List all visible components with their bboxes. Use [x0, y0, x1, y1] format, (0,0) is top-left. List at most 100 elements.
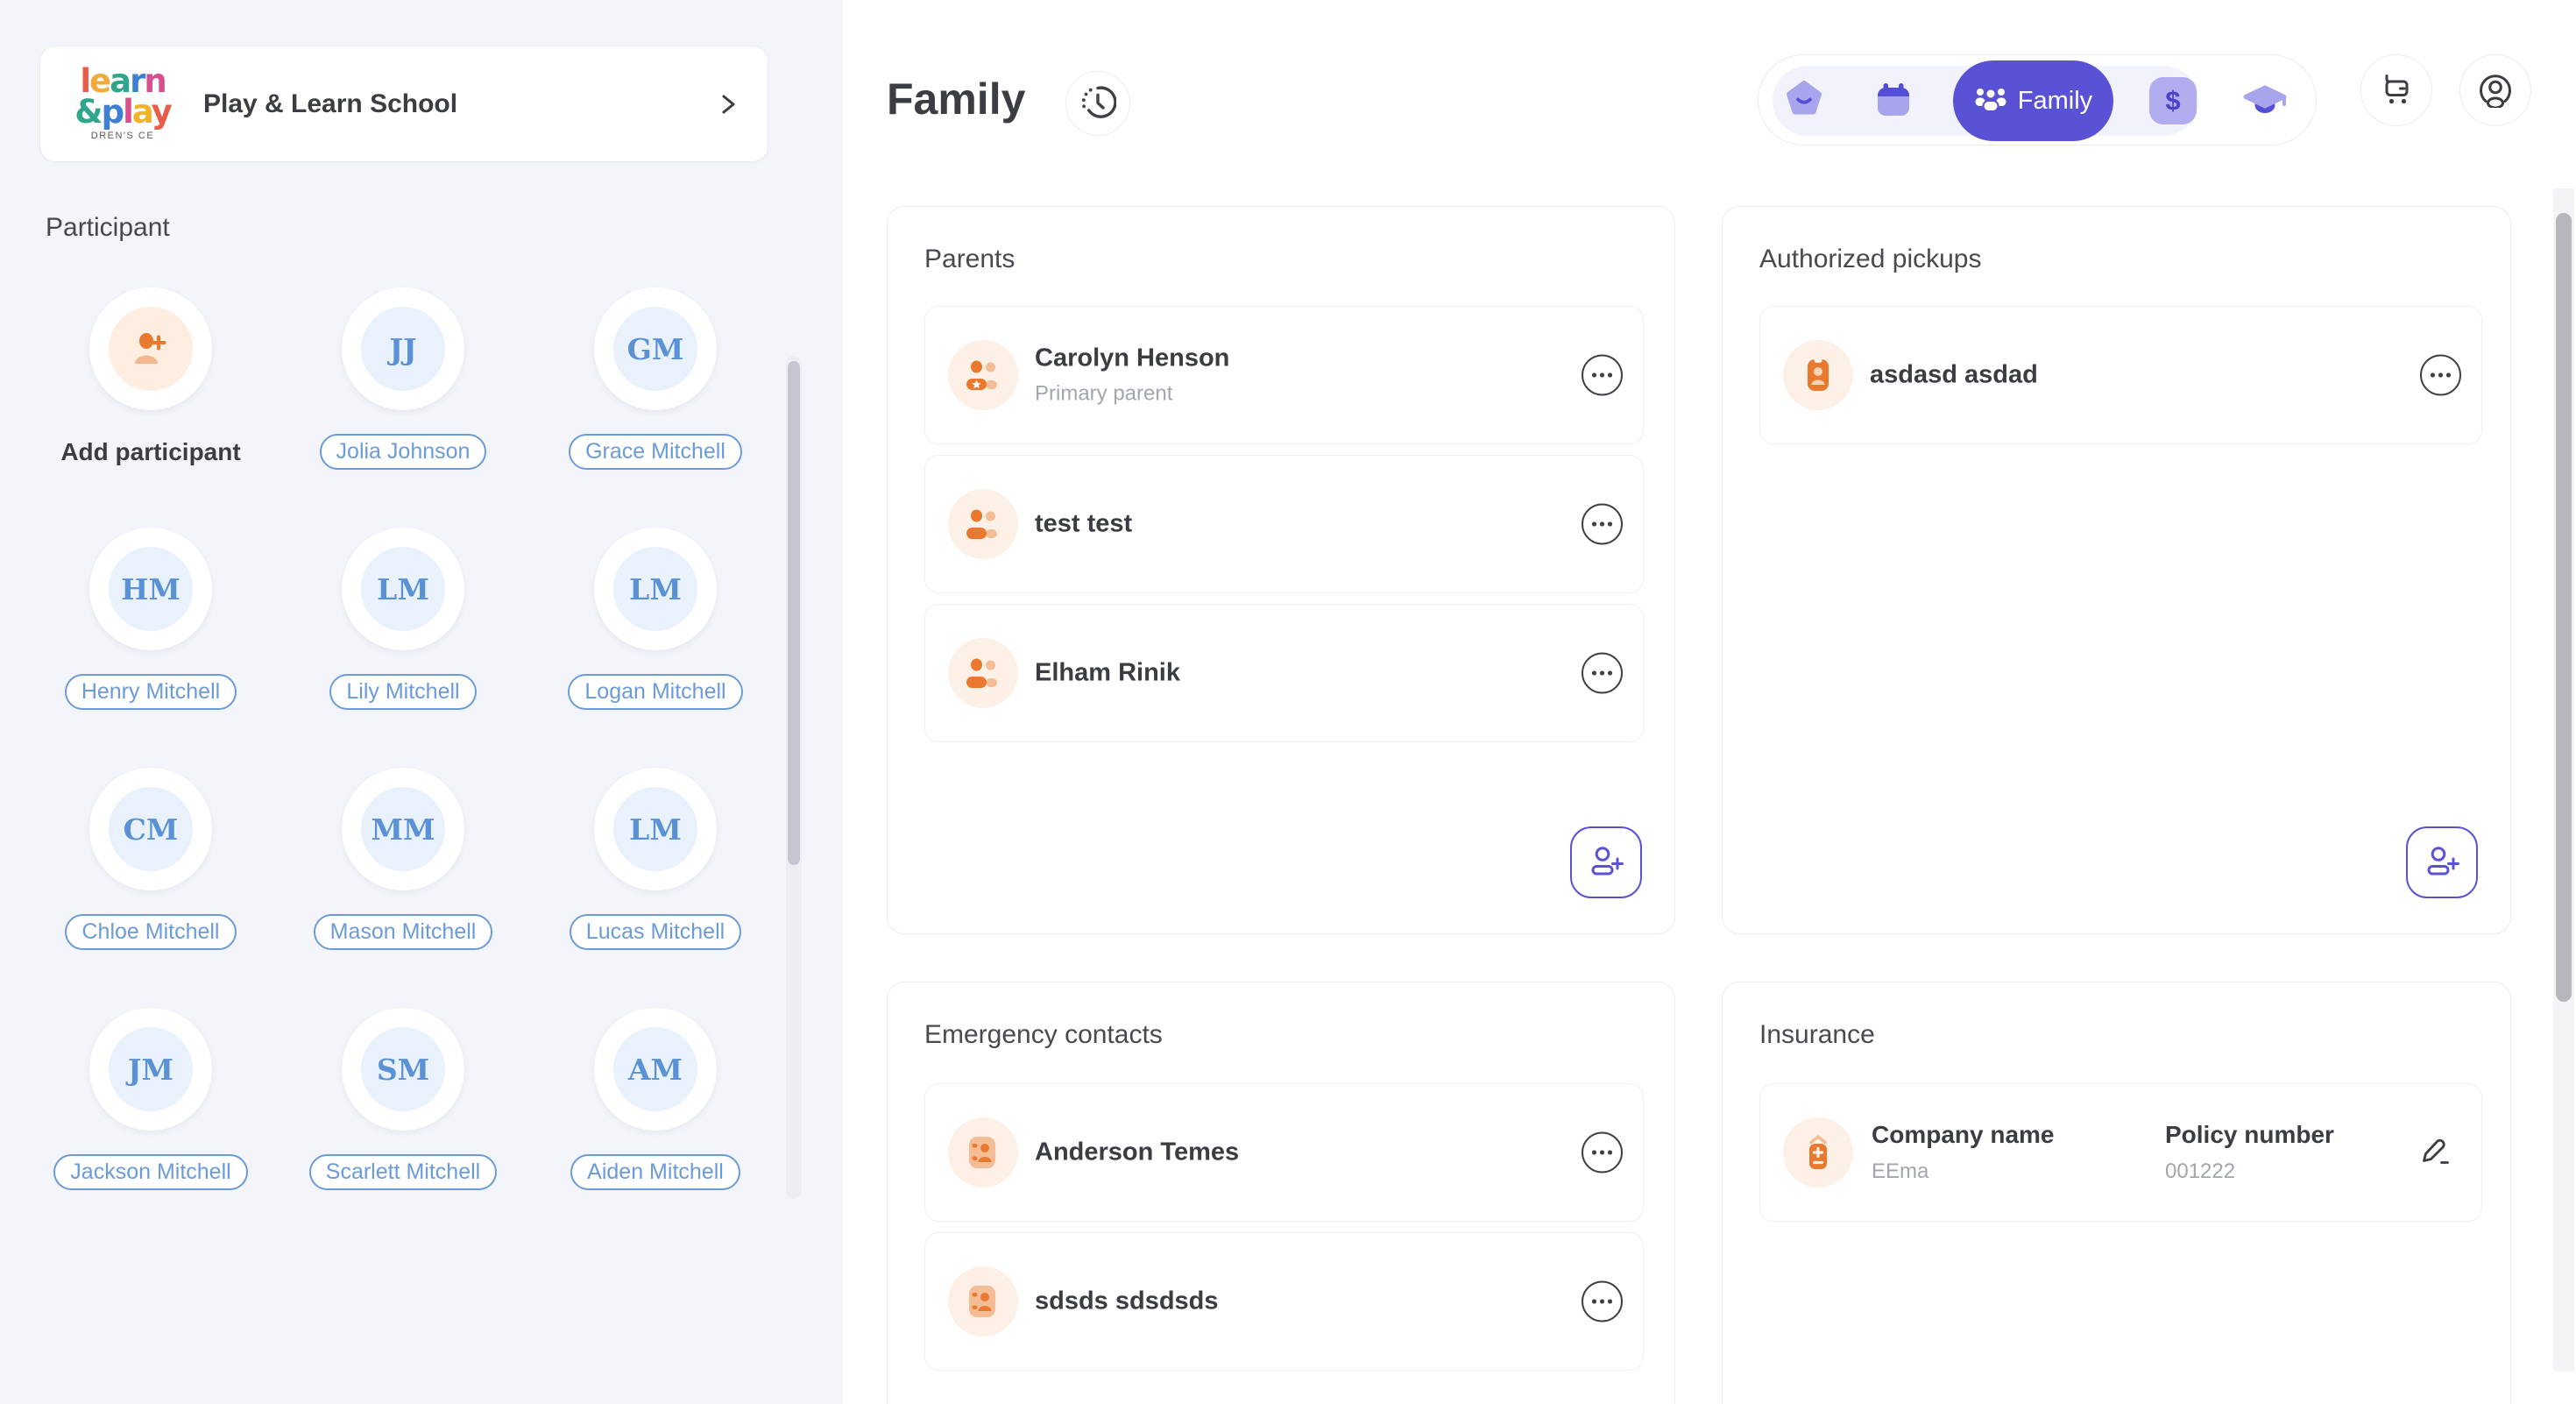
contact-card-icon: [948, 1266, 1018, 1337]
add-pickup-button[interactable]: [2406, 826, 2478, 898]
dollar-icon: $: [2165, 85, 2181, 116]
pickups-card-title: Authorized pickups: [1759, 245, 1982, 273]
avatar-initials: AM: [627, 1052, 683, 1087]
policy-number-label: Policy number: [2165, 1121, 2334, 1148]
row-menu-button[interactable]: [2420, 354, 2461, 396]
home-icon: [1785, 80, 1823, 122]
ellipsis-icon: [2431, 372, 2435, 378]
participant-name-badge: Jolia Johnson: [319, 434, 487, 470]
emergency-contact-row[interactable]: sdsds sdsdsds: [924, 1232, 1644, 1371]
tab-home[interactable]: [1785, 80, 1823, 122]
add-participant-avatar: [89, 287, 212, 410]
insurance-icon: [1783, 1117, 1853, 1188]
avatar: SM: [342, 1008, 464, 1131]
avatar: LM: [342, 528, 464, 650]
cart-button[interactable]: [2360, 54, 2432, 126]
parent-row[interactable]: test test: [924, 455, 1644, 593]
avatar-initials: LM: [629, 812, 682, 847]
pickup-row[interactable]: asdasd asdad: [1759, 306, 2482, 444]
avatar: JM: [89, 1008, 212, 1131]
participant-tile[interactable]: LM Logan Mitchell: [529, 528, 782, 710]
avatar: AM: [594, 1008, 717, 1131]
top-navigation: Family $: [1758, 54, 2317, 145]
participant-tile[interactable]: CM Chloe Mitchell: [25, 768, 277, 950]
page-scrollbar[interactable]: [2553, 188, 2574, 1372]
main-content: Family: [843, 0, 2576, 1404]
participant-tile[interactable]: MM Mason Mitchell: [277, 768, 529, 950]
avatar-initials: CM: [123, 812, 179, 847]
primary-parent-icon: [948, 340, 1018, 410]
account-button[interactable]: [2459, 54, 2531, 126]
participant-tile[interactable]: JM Jackson Mitchell: [25, 1008, 277, 1190]
parent-row[interactable]: Elham Rinik: [924, 604, 1644, 742]
insurance-card-title: Insurance: [1759, 1020, 1875, 1049]
sidebar: learn &play DREN'S CE Play & Learn Schoo…: [0, 0, 843, 1404]
school-logo-word-top: learn: [80, 62, 166, 101]
avatar-initials: HM: [121, 571, 180, 606]
row-menu-button[interactable]: [1582, 652, 1623, 694]
parents-card-title: Parents: [924, 245, 1016, 273]
sidebar-scrollbar[interactable]: [786, 356, 802, 1199]
emergency-contacts-card: Emergency contacts Anderson Temes: [887, 982, 1675, 1404]
row-menu-button[interactable]: [1582, 354, 1623, 396]
company-name-label: Company name: [1872, 1121, 2055, 1148]
tab-calendar[interactable]: [1874, 82, 1913, 120]
school-logo-word-bottom: &play: [74, 92, 172, 131]
participant-tile[interactable]: SM Scarlett Mitchell: [277, 1008, 529, 1190]
parent-subtitle: Primary parent: [1035, 381, 1173, 406]
participant-tile[interactable]: GM Grace Mitchell: [529, 287, 782, 470]
page-scrollbar-thumb[interactable]: [2556, 213, 2572, 1002]
page-title: Family: [887, 74, 1026, 124]
history-clock-icon: [1079, 84, 1117, 124]
edit-insurance-button[interactable]: [2415, 1133, 2453, 1172]
participant-tile[interactable]: HM Henry Mitchell: [25, 528, 277, 710]
avatar: JJ: [342, 287, 464, 410]
parents-card: Parents Carolyn Henson Primary parent: [887, 206, 1675, 934]
participant-tile[interactable]: AM Aiden Mitchell: [529, 1008, 782, 1190]
school-logo-caption: DREN'S CE: [90, 130, 155, 141]
row-menu-button[interactable]: [1582, 1280, 1623, 1322]
family-group-icon: [1974, 86, 2007, 116]
emergency-contact-name: Anderson Temes: [1035, 1138, 1240, 1166]
row-menu-button[interactable]: [1582, 1131, 1623, 1174]
avatar: MM: [342, 768, 464, 890]
participant-name-badge: Henry Mitchell: [64, 674, 237, 710]
ellipsis-icon: [1592, 1299, 1596, 1304]
ellipsis-icon: [1592, 670, 1596, 676]
contact-card-icon: [948, 1117, 1018, 1188]
parent-name: test test: [1035, 509, 1133, 538]
policy-number-value: 001222: [2165, 1159, 2236, 1183]
parent-row[interactable]: Carolyn Henson Primary parent: [924, 306, 1644, 444]
parents-icon: [948, 489, 1018, 559]
row-menu-button[interactable]: [1582, 503, 1623, 545]
participant-tile[interactable]: LM Lily Mitchell: [277, 528, 529, 710]
badge-icon: [1783, 340, 1853, 410]
chevron-right-icon[interactable]: [713, 89, 743, 119]
participant-grid: Add participant JJ Jolia Johnson GM Grac…: [25, 287, 785, 1190]
tab-learning[interactable]: [2242, 78, 2288, 124]
avatar-initials: LM: [629, 571, 682, 606]
ellipsis-icon: [1592, 521, 1596, 527]
emergency-card-title: Emergency contacts: [924, 1020, 1163, 1049]
tab-payments[interactable]: $: [2149, 77, 2197, 124]
participant-name-badge: Chloe Mitchell: [65, 914, 237, 950]
tab-family-label: Family: [2017, 86, 2093, 115]
cart-icon: [2379, 72, 2414, 110]
emergency-contact-name: sdsds sdsdsds: [1035, 1287, 1219, 1315]
avatar: LM: [594, 768, 717, 890]
participant-name-badge: Jackson Mitchell: [53, 1154, 248, 1190]
tab-family[interactable]: Family: [1953, 60, 2113, 141]
history-button[interactable]: [1065, 71, 1130, 136]
participant-tile[interactable]: JJ Jolia Johnson: [277, 287, 529, 470]
calendar-icon: [1874, 81, 1913, 122]
insurance-row: Company name EEma Policy number 001222: [1759, 1083, 2482, 1222]
sidebar-scrollbar-thumb[interactable]: [788, 361, 800, 865]
avatar: GM: [594, 287, 717, 410]
emergency-contact-row[interactable]: Anderson Temes: [924, 1083, 1644, 1222]
school-selector[interactable]: learn &play DREN'S CE Play & Learn Schoo…: [39, 46, 768, 162]
add-parent-button[interactable]: [1570, 826, 1642, 898]
participant-tile[interactable]: LM Lucas Mitchell: [529, 768, 782, 950]
avatar-initials: SM: [376, 1052, 430, 1087]
account-icon: [2477, 71, 2514, 110]
add-participant-button[interactable]: Add participant: [25, 287, 277, 470]
